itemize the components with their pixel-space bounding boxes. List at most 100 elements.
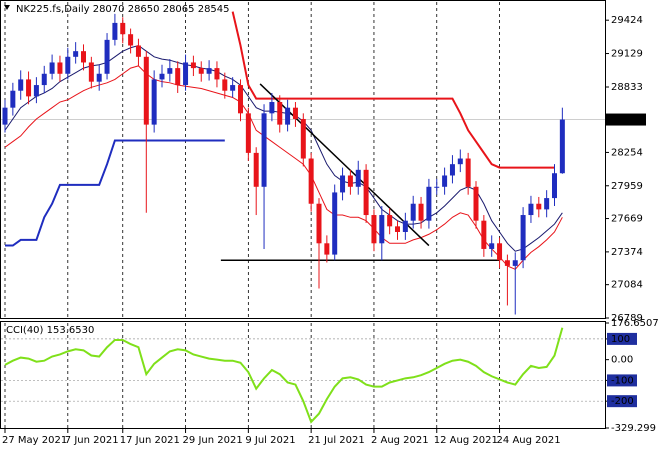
- candle-body: [65, 56, 71, 74]
- y-tick-label: 27669: [611, 214, 643, 225]
- candle-body: [536, 203, 542, 210]
- candle-body: [73, 51, 79, 57]
- candle-body: [214, 68, 220, 80]
- candle-body: [269, 102, 275, 114]
- candle-body: [520, 215, 526, 261]
- candle-body: [277, 102, 283, 125]
- x-tick-label: 27 May 2021: [2, 435, 67, 446]
- candle-body: [426, 186, 432, 221]
- indicator-line: [231, 11, 555, 169]
- y-tick-label: -100: [611, 375, 634, 386]
- candle-body: [120, 22, 126, 35]
- y-tick-label: -329.299: [611, 423, 656, 434]
- candle-body: [457, 158, 463, 165]
- level-box: [607, 332, 637, 345]
- candle-body: [316, 203, 322, 244]
- last-price-label: 28545: [611, 115, 643, 126]
- candle-body: [465, 158, 471, 187]
- y-tick-label: 27374: [611, 247, 643, 258]
- close: 28545: [198, 4, 230, 15]
- y-tick-label: 28833: [611, 82, 643, 93]
- y-tick-label: 26789: [611, 313, 643, 324]
- candle-body: [26, 79, 32, 97]
- candle-body: [410, 203, 416, 221]
- candle-body: [300, 118, 306, 159]
- candle-body: [18, 79, 24, 91]
- cci-panel: [0, 321, 606, 429]
- candle-body: [442, 175, 448, 187]
- candle-body: [497, 243, 503, 261]
- candle-body: [402, 220, 408, 232]
- level-box: [607, 374, 637, 387]
- candle-body: [151, 79, 157, 125]
- candle-body: [434, 186, 440, 188]
- candle-body: [332, 192, 338, 255]
- indicator-line: [5, 139, 225, 247]
- candle-body: [81, 51, 86, 63]
- candle-body: [10, 90, 16, 108]
- x-tick-label: 24 Aug 2021: [497, 435, 561, 446]
- candle-body: [363, 169, 369, 216]
- candle-body: [379, 215, 385, 244]
- candle-body: [167, 68, 173, 74]
- candle-body: [512, 260, 518, 266]
- candle-body: [104, 39, 110, 74]
- y-tick-label: 29129: [611, 49, 643, 60]
- header-icon: [4, 5, 10, 10]
- candle-body: [159, 73, 165, 80]
- x-tick-label: 17 Jun 2021: [120, 435, 180, 446]
- y-tick-label: 100: [611, 334, 630, 345]
- candle-body: [473, 186, 479, 221]
- candle-body: [175, 68, 181, 86]
- high: 28650: [128, 4, 160, 15]
- cci-name: CCI(40): [6, 325, 44, 336]
- candle-body: [96, 73, 102, 82]
- candle-body: [198, 68, 204, 74]
- y-tick-label: 27084: [611, 280, 643, 291]
- candle-body: [190, 62, 196, 69]
- main-panel: [0, 0, 606, 319]
- level-box: [607, 395, 637, 408]
- candle-body: [528, 203, 534, 216]
- candle-body: [261, 113, 267, 187]
- cci-current: 153.6530: [47, 325, 95, 336]
- y-tick-label: 29424: [611, 15, 643, 26]
- candle-body: [33, 85, 39, 97]
- candle-body: [206, 68, 212, 74]
- open: 28070: [93, 4, 125, 15]
- x-tick-label: 21 Jul 2021: [308, 435, 365, 446]
- y-tick-label: -200: [611, 396, 634, 407]
- y-tick-label: 0.00: [611, 355, 633, 366]
- candle-body: [112, 22, 118, 40]
- candle-body: [88, 62, 94, 82]
- low: 28065: [163, 4, 195, 15]
- candle-body: [128, 34, 134, 46]
- candle-body: [285, 107, 291, 125]
- candle-body: [143, 56, 149, 125]
- x-tick-label: 9 Jul 2021: [245, 435, 295, 446]
- cci-line: [4, 327, 564, 424]
- symbol: NK225.fs,Daily: [16, 4, 90, 15]
- candle-body: [57, 62, 63, 74]
- candle-body: [552, 173, 557, 199]
- candle-body: [340, 175, 346, 193]
- candle-body: [504, 260, 510, 266]
- candle-body: [371, 215, 377, 244]
- candle-body: [387, 215, 393, 227]
- header: NK225.fs,Daily 28070 28650 28065 28545: [4, 4, 230, 15]
- candle-body: [238, 85, 243, 114]
- candle-body: [49, 62, 55, 74]
- candle-body: [292, 107, 298, 119]
- candle-body: [489, 243, 495, 249]
- y-tick-label: 27959: [611, 181, 643, 192]
- chart-title: NK225.fs,Daily 28070 28650 28065 28545: [16, 4, 230, 15]
- candle-body: [324, 243, 330, 255]
- candle-body: [253, 152, 259, 187]
- candle-body: [418, 203, 424, 221]
- candle-body: [449, 164, 455, 176]
- candle-body: [544, 198, 550, 210]
- candle-body: [230, 85, 236, 91]
- candle-body: [2, 107, 8, 125]
- candle-body: [183, 62, 189, 86]
